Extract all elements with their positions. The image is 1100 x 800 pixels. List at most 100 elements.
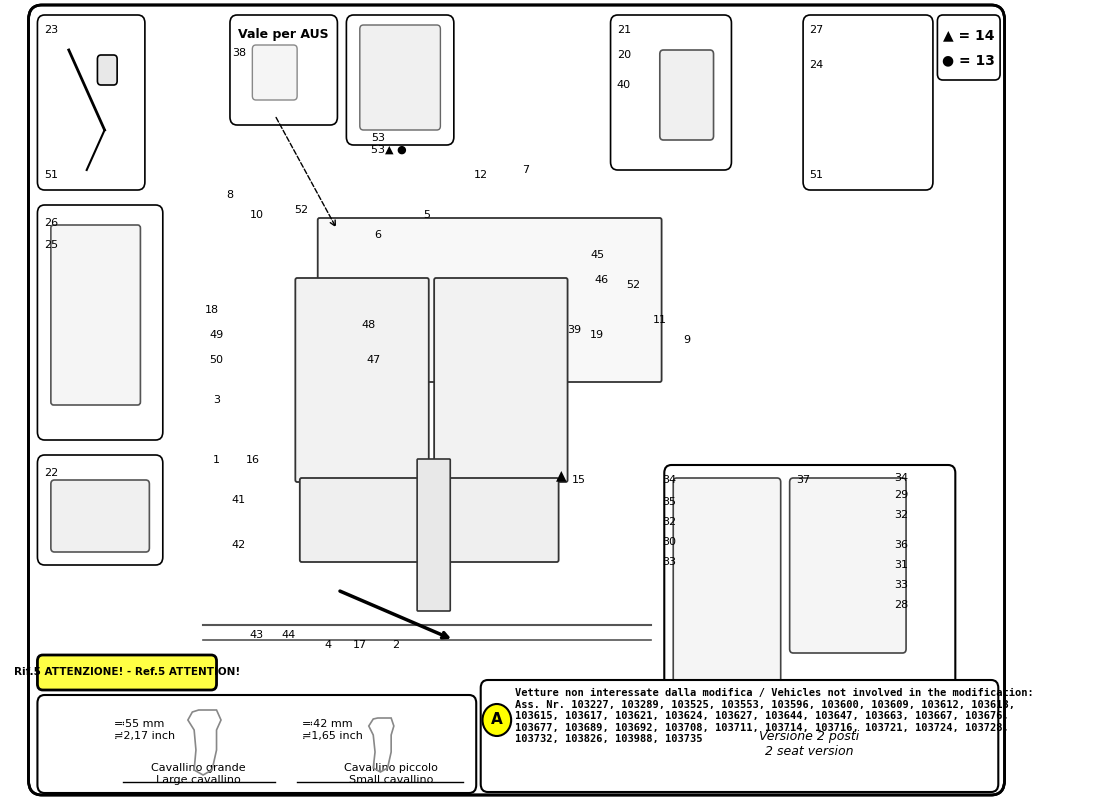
Text: 47: 47 bbox=[366, 355, 381, 365]
Text: 33: 33 bbox=[894, 580, 909, 590]
Text: 11: 11 bbox=[652, 315, 667, 325]
Text: 2: 2 bbox=[392, 640, 399, 650]
Text: 51: 51 bbox=[44, 170, 57, 180]
Text: 39: 39 bbox=[568, 325, 582, 335]
FancyBboxPatch shape bbox=[51, 225, 141, 405]
Text: A: A bbox=[491, 713, 503, 727]
Text: 15: 15 bbox=[572, 475, 586, 485]
FancyBboxPatch shape bbox=[37, 15, 145, 190]
FancyBboxPatch shape bbox=[37, 455, 163, 565]
Text: Cavallino piccolo
Small cavallino: Cavallino piccolo Small cavallino bbox=[344, 763, 438, 785]
FancyBboxPatch shape bbox=[230, 15, 338, 125]
Text: ● = 13: ● = 13 bbox=[943, 53, 996, 67]
Circle shape bbox=[483, 704, 512, 736]
Text: 7: 7 bbox=[521, 165, 529, 175]
Circle shape bbox=[832, 52, 882, 108]
Text: ≕55 mm
≓2,17 inch: ≕55 mm ≓2,17 inch bbox=[113, 719, 175, 741]
Text: 29: 29 bbox=[894, 490, 909, 500]
Text: 53: 53 bbox=[372, 133, 385, 143]
FancyBboxPatch shape bbox=[481, 680, 999, 792]
FancyBboxPatch shape bbox=[673, 478, 781, 698]
FancyBboxPatch shape bbox=[37, 695, 476, 793]
Text: 40: 40 bbox=[617, 80, 631, 90]
FancyBboxPatch shape bbox=[937, 15, 1000, 80]
Text: 22: 22 bbox=[44, 468, 58, 478]
Text: 38: 38 bbox=[232, 48, 246, 58]
Text: 45: 45 bbox=[590, 250, 604, 260]
FancyBboxPatch shape bbox=[37, 205, 163, 440]
Text: 24: 24 bbox=[810, 60, 824, 70]
Text: 26: 26 bbox=[44, 218, 58, 228]
Text: 8: 8 bbox=[227, 190, 233, 200]
Text: 37: 37 bbox=[796, 475, 810, 485]
Text: ▲ = 14: ▲ = 14 bbox=[943, 28, 994, 42]
Text: 30: 30 bbox=[662, 537, 675, 547]
Text: 17: 17 bbox=[353, 640, 367, 650]
Text: 25: 25 bbox=[44, 240, 58, 250]
Text: 18: 18 bbox=[205, 305, 219, 315]
Text: professionalDiagrams: professionalDiagrams bbox=[300, 284, 734, 556]
FancyBboxPatch shape bbox=[295, 278, 429, 482]
Text: Rif.5 ATTENZIONE! - Ref.5 ATTENTION!: Rif.5 ATTENZIONE! - Ref.5 ATTENTION! bbox=[14, 667, 240, 677]
FancyBboxPatch shape bbox=[664, 465, 955, 745]
Text: Vetture non interessate dalla modifica / Vehicles not involved in the modificati: Vetture non interessate dalla modifica /… bbox=[515, 688, 1034, 744]
Text: 21: 21 bbox=[617, 25, 631, 35]
Text: Vale per AUS: Vale per AUS bbox=[239, 28, 329, 41]
Text: 16: 16 bbox=[245, 455, 260, 465]
Text: ≕42 mm
≓1,65 inch: ≕42 mm ≓1,65 inch bbox=[301, 719, 363, 741]
FancyBboxPatch shape bbox=[803, 15, 933, 190]
Text: 1: 1 bbox=[213, 455, 220, 465]
Text: 48: 48 bbox=[362, 320, 376, 330]
FancyBboxPatch shape bbox=[318, 218, 661, 382]
Text: 20: 20 bbox=[617, 50, 631, 60]
Text: 9: 9 bbox=[683, 335, 690, 345]
Text: 50: 50 bbox=[209, 355, 223, 365]
Text: 5: 5 bbox=[424, 210, 430, 220]
Text: 46: 46 bbox=[594, 275, 608, 285]
Text: Versione 2 posti
2 seat version: Versione 2 posti 2 seat version bbox=[759, 730, 859, 758]
Text: 843115: 843115 bbox=[481, 286, 606, 374]
Text: 42: 42 bbox=[232, 540, 246, 550]
FancyBboxPatch shape bbox=[346, 15, 454, 145]
Text: 44: 44 bbox=[280, 630, 295, 640]
FancyBboxPatch shape bbox=[434, 278, 568, 482]
Text: 32: 32 bbox=[894, 510, 909, 520]
FancyBboxPatch shape bbox=[417, 459, 450, 611]
Text: 23: 23 bbox=[44, 25, 58, 35]
Text: 28: 28 bbox=[894, 600, 909, 610]
Text: 51: 51 bbox=[810, 170, 824, 180]
FancyBboxPatch shape bbox=[360, 25, 440, 130]
FancyBboxPatch shape bbox=[51, 480, 150, 552]
Text: 35: 35 bbox=[662, 497, 675, 507]
FancyBboxPatch shape bbox=[660, 50, 714, 140]
Text: 34: 34 bbox=[662, 475, 675, 485]
FancyBboxPatch shape bbox=[29, 5, 1004, 795]
Text: 52: 52 bbox=[295, 205, 309, 215]
FancyBboxPatch shape bbox=[610, 15, 732, 170]
Text: 3: 3 bbox=[213, 395, 220, 405]
FancyBboxPatch shape bbox=[252, 45, 297, 100]
Text: 27: 27 bbox=[810, 25, 824, 35]
FancyBboxPatch shape bbox=[439, 478, 559, 562]
Text: 4: 4 bbox=[324, 640, 332, 650]
Text: 41: 41 bbox=[232, 495, 246, 505]
Text: 31: 31 bbox=[894, 560, 909, 570]
Text: 12: 12 bbox=[474, 170, 487, 180]
Text: ▲: ▲ bbox=[556, 468, 566, 482]
Text: 36: 36 bbox=[894, 540, 909, 550]
FancyBboxPatch shape bbox=[98, 55, 117, 85]
Text: 6: 6 bbox=[374, 230, 382, 240]
Text: 19: 19 bbox=[590, 330, 604, 340]
Text: 10: 10 bbox=[250, 210, 264, 220]
Text: 43: 43 bbox=[250, 630, 264, 640]
Text: 34: 34 bbox=[894, 473, 909, 483]
FancyBboxPatch shape bbox=[790, 478, 906, 653]
Text: 32: 32 bbox=[662, 517, 675, 527]
Text: 33: 33 bbox=[662, 557, 675, 567]
Text: 53▲ ●: 53▲ ● bbox=[372, 145, 407, 155]
Text: 49: 49 bbox=[209, 330, 223, 340]
FancyBboxPatch shape bbox=[37, 655, 217, 690]
Text: 52: 52 bbox=[626, 280, 640, 290]
FancyBboxPatch shape bbox=[300, 478, 420, 562]
Text: Cavallino grande
Large cavallino: Cavallino grande Large cavallino bbox=[152, 763, 246, 785]
